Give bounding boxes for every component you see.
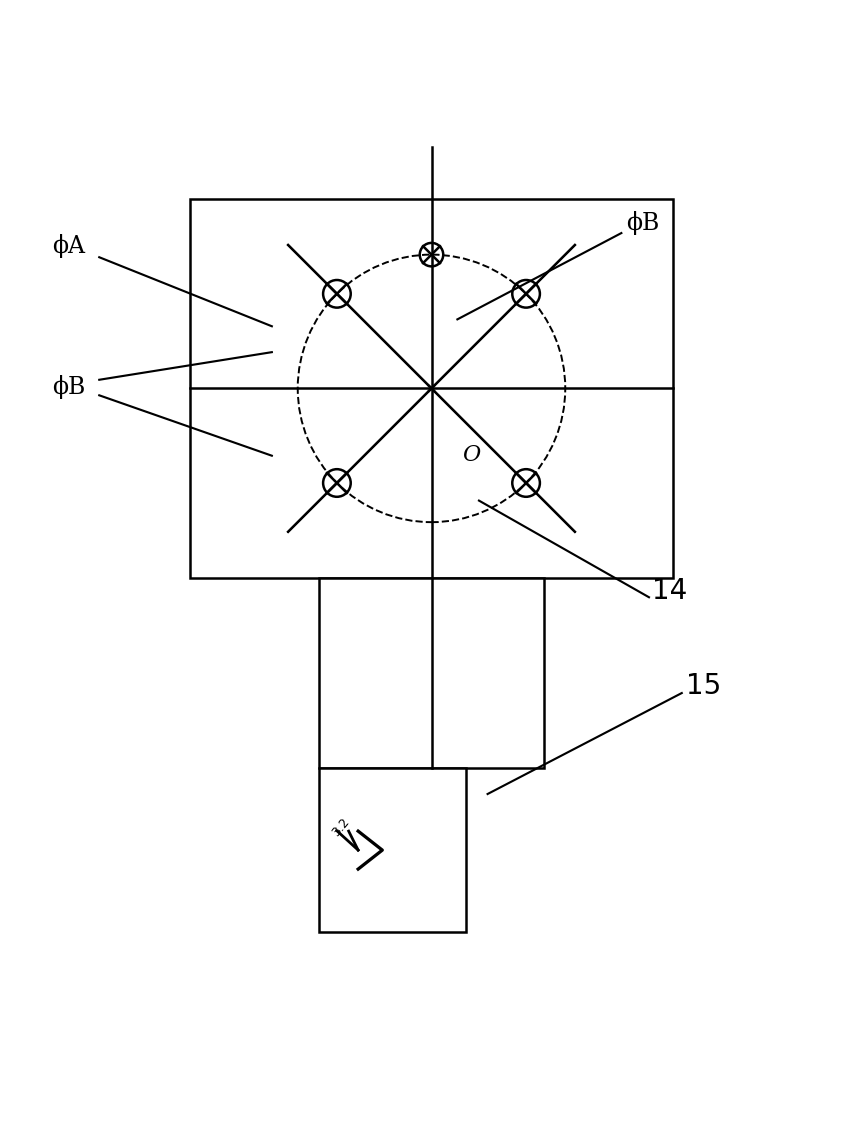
Bar: [190, 199, 673, 578]
Text: ϕA: ϕA: [52, 234, 85, 258]
Text: 14: 14: [652, 577, 687, 605]
Bar: [319, 578, 544, 769]
Text: ϕB: ϕB: [52, 375, 85, 398]
Bar: [319, 769, 466, 932]
Text: ϕB: ϕB: [626, 211, 659, 234]
Text: 3.2: 3.2: [330, 816, 352, 839]
Text: 15: 15: [686, 672, 721, 700]
Text: O: O: [462, 444, 480, 467]
